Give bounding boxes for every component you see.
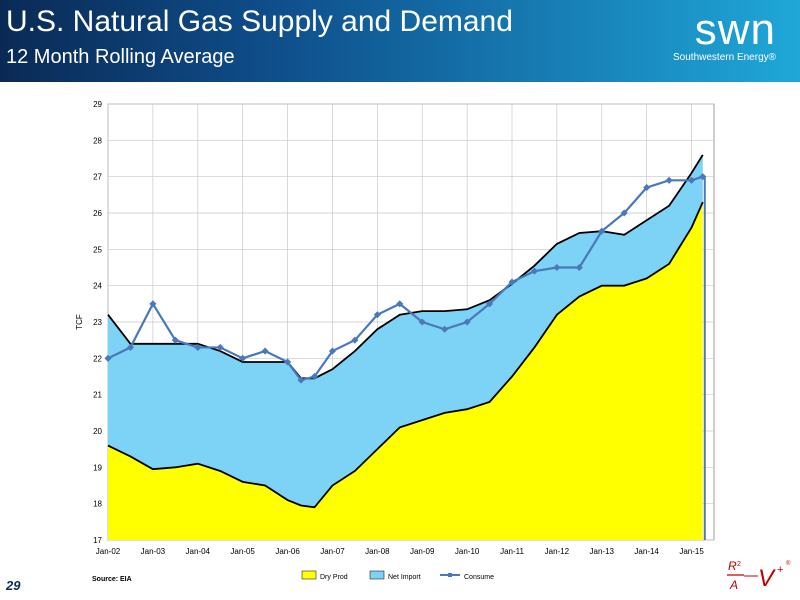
- y-tick-label: 24: [93, 282, 102, 291]
- consume-point: [126, 343, 134, 351]
- chart-areas: [108, 154, 703, 540]
- supply-demand-chart: 17 18 19 20 21 22 23 24 25 26 27 28 29 Jan-02 Jan-03 Ja…: [75, 100, 715, 556]
- y-tick-label: 29: [93, 100, 102, 109]
- rav-logo-a: A: [729, 578, 738, 592]
- slide-subtitle: 12 Month Rolling Average: [6, 46, 235, 68]
- consume-point: [261, 347, 269, 355]
- net-import-area: [108, 154, 703, 508]
- y-tick-label: 27: [93, 173, 102, 182]
- consume-point: [239, 354, 247, 362]
- x-tick-label: Jan-13: [590, 547, 615, 556]
- consume-point: [351, 336, 359, 344]
- consume-point: [553, 263, 561, 272]
- consume-point: [643, 184, 651, 192]
- y-tick-label: 23: [93, 318, 102, 327]
- consume-point: [297, 376, 305, 384]
- consume-point: [598, 227, 606, 235]
- consume-point: [194, 343, 202, 351]
- consume-point: [486, 300, 494, 308]
- consume-point: [575, 263, 583, 272]
- y-tick-label: 25: [93, 245, 102, 254]
- legend-label-consume: Consume: [464, 574, 494, 581]
- x-tick-label: Jan-05: [230, 547, 255, 556]
- x-tick-label: Jan-11: [500, 547, 524, 556]
- x-tick-label: Jan-06: [275, 547, 300, 556]
- rav-logo-plus: +: [777, 564, 783, 576]
- y-tick-label: 17: [93, 536, 102, 545]
- consume-point: [463, 318, 471, 326]
- dry-prod-line: [107, 201, 704, 509]
- rav-logo: R 2 A V + ®: [727, 559, 791, 592]
- consume-point: [328, 347, 336, 355]
- x-tick-label: Jan-03: [141, 547, 166, 556]
- legend-swatch-consume-marker: [448, 573, 452, 577]
- logo-tagline: Southwestern Energy®: [673, 52, 776, 63]
- legend-label-dry-prod: Dry Prod: [320, 574, 348, 581]
- legend-swatch-dry-prod: [301, 570, 317, 580]
- slide-title: U.S. Natural Gas Supply and Demand: [6, 5, 513, 38]
- y-tick-label: 28: [93, 136, 102, 145]
- consume-point: [171, 336, 179, 344]
- x-tick-label: Jan-04: [186, 547, 211, 556]
- consume-point: [508, 278, 516, 286]
- y-tick-label: 20: [93, 427, 102, 436]
- consume-point: [284, 358, 292, 366]
- total-supply-line: [107, 154, 704, 380]
- rav-logo-reg: ®: [786, 560, 791, 567]
- x-tick-label: Jan-02: [96, 547, 121, 556]
- y-tick-label: 26: [93, 209, 102, 218]
- consume-point: [418, 318, 426, 326]
- page-number: 29: [6, 578, 21, 593]
- company-logo: swn Southwestern Energy®: [673, 8, 776, 64]
- x-tick-label: Jan-10: [455, 547, 480, 556]
- chart-axes: 17 18 19 20 21 22 23 24 25 26 27 28 29 Jan-02 Jan-03 Ja…: [75, 100, 704, 556]
- y-tick-label: 19: [93, 463, 102, 472]
- y-axis-label: TCF: [75, 314, 84, 330]
- x-tick-label: Jan-09: [410, 547, 435, 556]
- consume-point: [104, 354, 112, 362]
- consume-point: [665, 176, 673, 184]
- dry-prod-area: [108, 202, 703, 540]
- rav-logo-v: V: [758, 565, 776, 592]
- consume-point: [310, 372, 319, 381]
- consume-point: [149, 300, 157, 308]
- x-tick-label: Jan-12: [545, 547, 570, 556]
- legend-label-net-import: Net Import: [388, 574, 421, 581]
- consume-point: [216, 343, 224, 351]
- chart-legend: Dry Prod Net Import Consume: [301, 570, 494, 581]
- source-note: Source: EIA: [92, 576, 132, 583]
- y-tick-label: 22: [93, 354, 102, 363]
- logo-wordmark: swn: [694, 5, 776, 54]
- consume-point: [373, 311, 381, 319]
- consume-point: [396, 300, 404, 308]
- slide-header: U.S. Natural Gas Supply and Demand 12 Mo…: [0, 0, 800, 82]
- consume-point: [620, 209, 628, 217]
- x-tick-label: Jan-08: [365, 547, 390, 556]
- y-tick-label: 18: [93, 500, 102, 509]
- consume-point: [441, 325, 449, 333]
- x-tick-label: Jan-07: [320, 547, 345, 556]
- legend-swatch-net-import: [369, 570, 385, 580]
- rav-logo-2: 2: [737, 561, 741, 568]
- consume-point: [688, 176, 696, 184]
- x-tick-label: Jan-15: [679, 547, 704, 556]
- x-tick-label: Jan-14: [634, 547, 659, 556]
- consume-point: [530, 267, 538, 275]
- rav-logo-r: R: [728, 559, 737, 573]
- chart-lines: [104, 154, 707, 540]
- y-tick-label: 21: [93, 391, 102, 400]
